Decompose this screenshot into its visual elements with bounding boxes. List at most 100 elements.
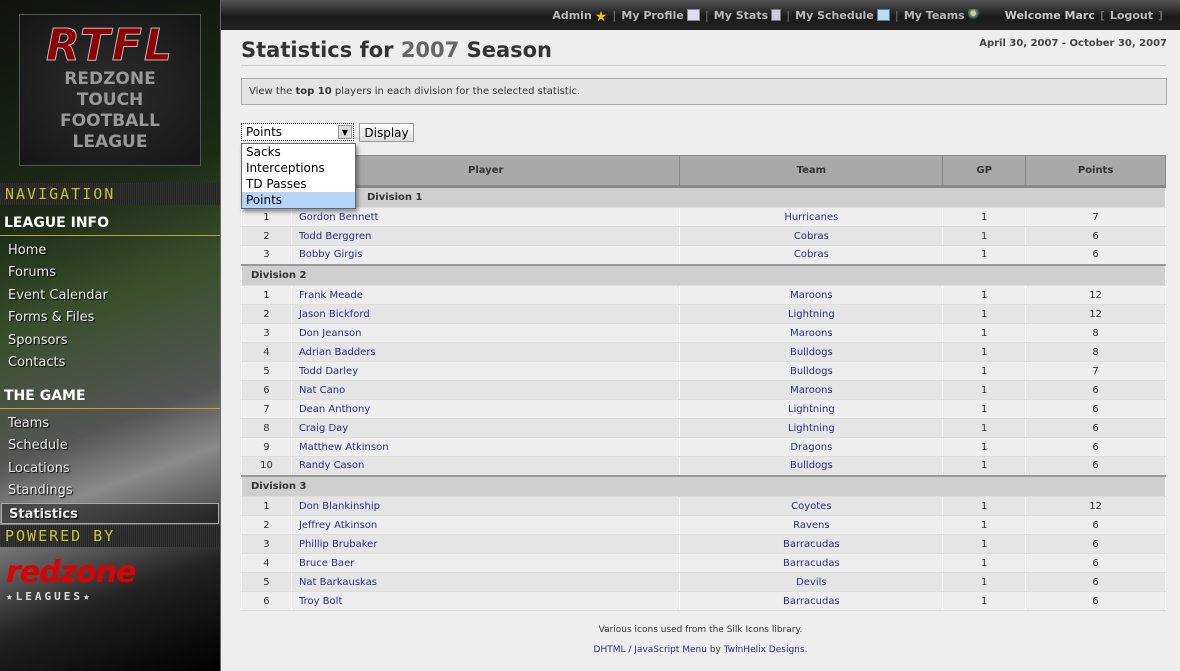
twinhelix-link[interactable]: TwinHelix Designs <box>723 645 805 655</box>
rank: 1 <box>241 207 292 227</box>
statistics-table: Player Team GP Points Division 1 1 Gordon Ben… <box>241 155 1166 611</box>
my-profile-link[interactable]: My Profile <box>621 8 700 22</box>
redzone-leagues-logo[interactable]: redzone ★LEAGUES★ <box>6 555 136 603</box>
navigation-label: NAVIGATION <box>0 183 220 205</box>
my-schedule-link[interactable]: My Schedule <box>795 8 890 22</box>
rank: 7 <box>241 399 292 419</box>
player-link[interactable]: Matthew Atkinson <box>290 437 681 457</box>
player-link[interactable]: Gordon Bennett <box>290 207 681 227</box>
nav-item-schedule[interactable]: Schedule <box>8 438 68 454</box>
table-row: 9 Matthew Atkinson Dragons 1 6 <box>241 437 1166 457</box>
team-link[interactable]: Lightning <box>679 304 944 324</box>
team-link[interactable]: Bulldogs <box>679 342 944 362</box>
player-link[interactable]: Randy Cason <box>290 456 681 476</box>
display-button[interactable]: Display <box>359 123 414 142</box>
player-link[interactable]: Frank Meade <box>290 285 681 305</box>
logout-link[interactable]: Logout <box>1109 8 1153 22</box>
team-link[interactable]: Maroons <box>679 323 944 343</box>
admin-link[interactable]: Admin ★ <box>552 8 608 25</box>
player-link[interactable]: Troy Bolt <box>290 591 681 611</box>
team-link[interactable]: Lightning <box>679 399 944 419</box>
player-link[interactable]: Todd Darley <box>290 361 681 381</box>
player-link[interactable]: Todd Berggren <box>290 226 681 246</box>
team-link[interactable]: Maroons <box>679 285 944 305</box>
games-played: 1 <box>942 534 1027 554</box>
nav-item-statistics[interactable]: Statistics <box>1 502 219 524</box>
team-link[interactable]: Cobras <box>679 226 944 246</box>
points: 6 <box>1025 553 1166 573</box>
calculator-icon <box>771 8 782 21</box>
option-td-passes[interactable]: TD Passes <box>246 177 307 191</box>
statistic-select[interactable]: Points ▼ <box>241 123 354 141</box>
nav-item-event-calendar[interactable]: Event Calendar <box>8 287 108 303</box>
team-link[interactable]: Barracudas <box>679 591 944 611</box>
table-row: 2 Jason Bickford Lightning 1 12 <box>241 304 1166 324</box>
player-link[interactable]: Phillip Brubaker <box>290 534 681 554</box>
team-link[interactable]: Lightning <box>679 418 944 438</box>
statistic-dropdown: Sacks Interceptions TD Passes Points <box>241 143 356 209</box>
rank: 6 <box>241 380 292 400</box>
nav-item-sponsors[interactable]: Sponsors <box>8 332 68 348</box>
team-link[interactable]: Coyotes <box>679 496 944 516</box>
option-interceptions[interactable]: Interceptions <box>246 161 325 175</box>
player-link[interactable]: Adrian Badders <box>290 342 681 362</box>
points: 6 <box>1025 245 1166 265</box>
points: 6 <box>1025 226 1166 246</box>
nav-item-forms-files[interactable]: Forms & Files <box>8 310 95 326</box>
table-row: 3 Bobby Girgis Cobras 1 6 <box>241 245 1166 265</box>
games-played: 1 <box>942 342 1027 362</box>
team-link[interactable]: Maroons <box>679 380 944 400</box>
nav-item-teams[interactable]: Teams <box>8 416 50 431</box>
team-link[interactable]: Bulldogs <box>679 456 944 476</box>
points: 6 <box>1025 456 1166 476</box>
team-link[interactable]: Bulldogs <box>679 361 944 381</box>
column-header[interactable]: GP <box>942 155 1027 188</box>
player-link[interactable]: Jason Bickford <box>290 304 681 324</box>
calendar-icon <box>876 8 890 21</box>
nav-item-forums[interactable]: Forums <box>8 265 56 281</box>
team-link[interactable]: Devils <box>679 572 944 592</box>
division-name: Division 3 <box>241 474 1166 497</box>
player-link[interactable]: Don Blankinship <box>290 496 681 516</box>
option-sacks[interactable]: Sacks <box>246 145 281 159</box>
nav-item-standings[interactable]: Standings <box>8 483 73 499</box>
my-stats-link[interactable]: My Stats <box>714 8 782 22</box>
league-info-heading: LEAGUE INFO <box>0 212 220 236</box>
rank: 3 <box>241 323 292 343</box>
player-link[interactable]: Nat Cano <box>290 380 681 400</box>
points: 7 <box>1025 361 1166 381</box>
my-teams-link[interactable]: My Teams <box>904 8 981 22</box>
team-link[interactable]: Barracudas <box>679 553 944 573</box>
division-row: Division 2 <box>241 263 1166 286</box>
points: 12 <box>1025 304 1166 324</box>
option-points[interactable]: Points <box>242 192 355 208</box>
player-link[interactable]: Nat Barkauskas <box>290 572 681 592</box>
player-link[interactable]: Bobby Girgis <box>290 245 681 265</box>
games-played: 1 <box>942 285 1027 305</box>
player-link[interactable]: Dean Anthony <box>290 399 681 419</box>
team-link[interactable]: Cobras <box>679 245 944 265</box>
games-played: 1 <box>942 572 1027 592</box>
dhtml-menu-link[interactable]: DHTML / JavaScript Menu <box>593 645 707 655</box>
table-row: 4 Bruce Baer Barracudas 1 6 <box>241 553 1166 573</box>
team-link[interactable]: Ravens <box>679 515 944 535</box>
points: 6 <box>1025 380 1166 400</box>
player-link[interactable]: Craig Day <box>290 418 681 438</box>
team-link[interactable]: Hurricanes <box>679 207 944 227</box>
player-link[interactable]: Don Jeanson <box>290 323 681 343</box>
rank: 5 <box>241 572 292 592</box>
nav-item-locations[interactable]: Locations <box>8 460 70 476</box>
divider <box>241 65 1166 66</box>
column-header[interactable]: Points <box>1025 155 1166 188</box>
column-header[interactable]: Team <box>679 155 944 188</box>
player-link[interactable]: Jeffrey Atkinson <box>290 515 681 535</box>
points: 7 <box>1025 207 1166 227</box>
player-link[interactable]: Bruce Baer <box>290 553 681 573</box>
division-row: Division 1 <box>241 185 1166 208</box>
team-link[interactable]: Dragons <box>679 437 944 457</box>
rtfl-logo[interactable]: RTFL REDZONE TOUCH FOOTBALL LEAGUE <box>19 14 201 166</box>
team-link[interactable]: Barracudas <box>679 534 944 554</box>
nav-item-home[interactable]: Home <box>8 243 47 258</box>
rank: 10 <box>241 456 292 476</box>
nav-item-contacts[interactable]: Contacts <box>8 355 66 370</box>
